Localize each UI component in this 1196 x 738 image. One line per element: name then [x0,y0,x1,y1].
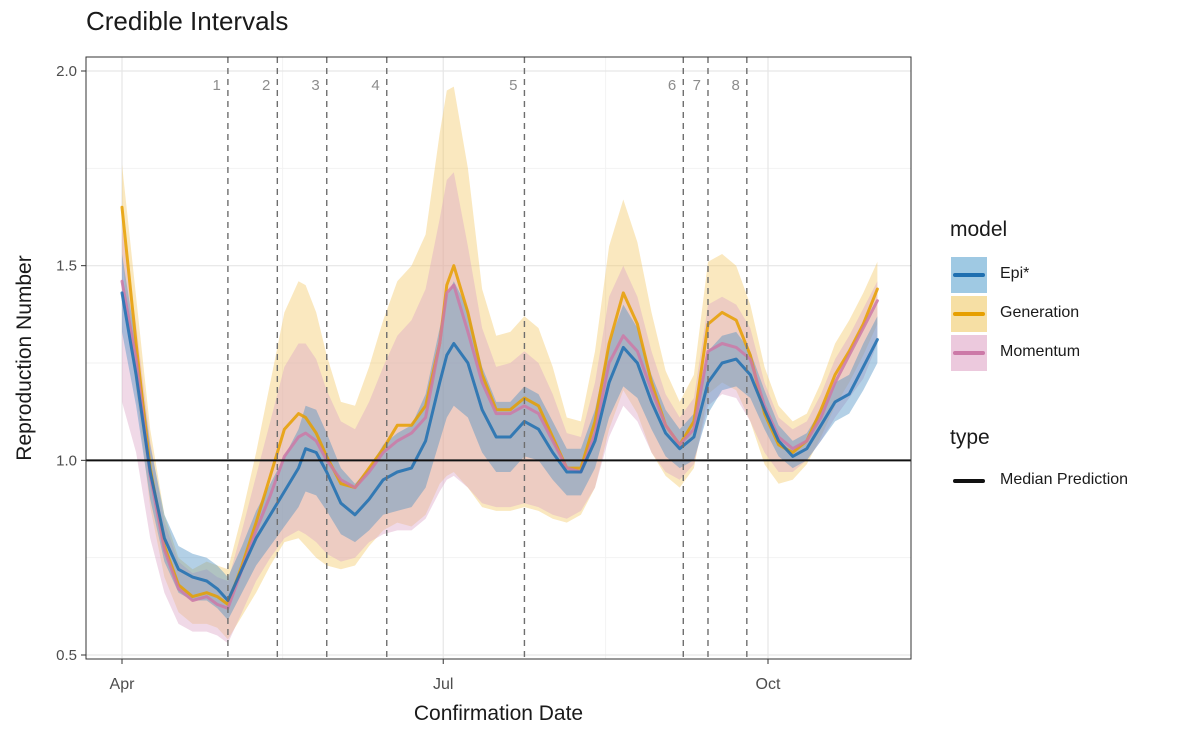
legend-type-title: type [950,426,990,449]
legend-line-swatch [953,351,985,355]
legend-label-momentum: Momentum [1000,343,1081,360]
legend-label-generation: Generation [1000,304,1080,321]
legend-label-epi: Epi* [1000,265,1030,282]
y-tick-label: 2.0 [56,63,77,80]
chart-title: Credible Intervals [86,6,289,36]
legend-line-swatch [953,273,985,277]
grid-lines [86,57,911,659]
credible-bands [122,86,878,644]
x-tick-label: Oct [756,676,781,693]
credible-band-momentum [122,172,878,644]
legend-item-epi: Epi* [950,256,1190,294]
median-line-generation [120,205,879,606]
axes: 0.5 1.0 1.5 2.0 Apr Jul Oct Confirmation Date Re… [13,63,781,725]
y-tick-label: 0.5 [56,647,77,664]
legend-label-median-prediction: Median Prediction [1000,471,1129,488]
y-tick-label: 1.0 [56,452,77,469]
x-tick-label: Apr [110,676,136,693]
intervention-label: 6 [668,77,676,94]
intervention-label: 5 [509,77,517,94]
intervention-label: 1 [213,77,221,94]
intervention-label: 7 [693,77,701,94]
legend-item-momentum: Momentum [950,334,1190,372]
y-axis-label: Reproduction Number [13,255,36,460]
legend-key-epi [950,256,988,294]
legend-key-generation [950,295,988,333]
y-tick-label: 1.5 [56,258,77,275]
x-tick-label: Jul [433,676,453,693]
intervention-label: 8 [731,77,739,94]
intervention-label: 2 [262,77,270,94]
legend-item-generation: Generation [950,295,1190,333]
intervention-label: 4 [371,77,379,94]
legend-key-median [950,462,988,500]
legend-item-median-prediction: Median Prediction [950,462,1190,500]
plot-panel-border [85,56,912,660]
median-lines [120,205,879,610]
median-line-epi [120,291,879,602]
legend-line-swatch [953,479,985,483]
legend-model-title: model [950,218,1008,241]
credible-band-generation [122,86,878,640]
legend-line-swatch [953,312,985,316]
intervention-label: 3 [311,77,319,94]
legend-key-momentum [950,334,988,372]
x-axis-label: Confirmation Date [414,702,583,725]
